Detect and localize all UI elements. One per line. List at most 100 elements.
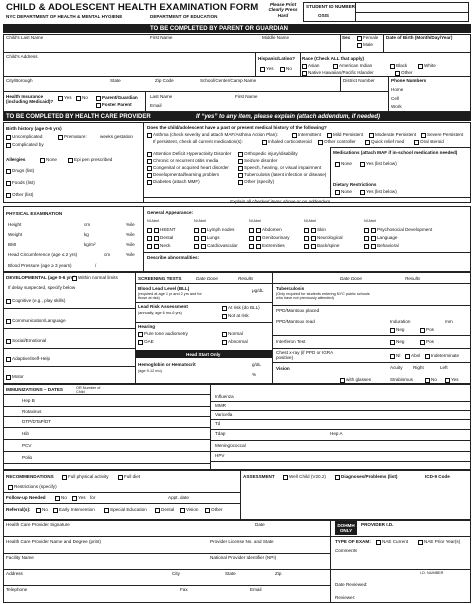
rule (3, 585, 330, 586)
field-label: PPD/Mantoux placed (276, 308, 320, 313)
field-label: Facility Name (6, 555, 34, 560)
field-heading: NYC DEPARTMENT OF HEALTH & MENTAL HYGIEN… (6, 14, 123, 19)
checkbox-option: Language (364, 235, 397, 241)
field-label: Work (391, 104, 402, 109)
checkbox-option: Yes (72, 495, 86, 501)
checkbox-option: Epi pen prescribed (68, 157, 112, 163)
checkbox-option: NAE Current (376, 539, 408, 545)
section-header: DOHMH ONLY (337, 523, 355, 534)
form-title: CHILD & ADOLESCENT HEALTH EXAMINATION FO… (6, 2, 259, 13)
checkbox-option: Vision (180, 507, 198, 513)
checkbox-option: Other (395, 70, 413, 76)
section-header: Head Start Only (186, 351, 221, 357)
section-frame (3, 34, 471, 112)
checkbox-option: Normal (222, 331, 243, 337)
rule (3, 348, 135, 349)
field-label: Height (8, 222, 22, 227)
field-label: Nl Abnl (147, 219, 160, 223)
rule (3, 91, 388, 92)
field-label: Nl Abnl (364, 219, 377, 223)
field-label: % (252, 372, 257, 377)
rule (330, 520, 331, 603)
section-frame (3, 470, 471, 520)
rule (340, 34, 341, 52)
field-heading: PHYSICAL EXAMINATION (6, 211, 63, 216)
checkbox-option: Communication/Language (6, 318, 66, 324)
field-heading: PROVIDER I.D. (361, 522, 394, 527)
rule (330, 147, 471, 148)
checkbox-option: Motor (6, 374, 24, 380)
checkbox-option: Foster Parent (96, 102, 132, 108)
field-label: Hep A (330, 431, 343, 436)
checkbox-option: Yes (445, 377, 459, 383)
checkbox-option: Social/Emotional (6, 338, 46, 344)
rule (3, 553, 330, 554)
rule (210, 440, 471, 441)
checkbox-option: No (425, 377, 437, 383)
checkbox-option: White (418, 63, 436, 69)
field-label: Email (150, 103, 162, 108)
checkbox-option: Early Intervention (53, 507, 95, 513)
field-label: (Only required for students entering NYC… (276, 292, 370, 301)
checkbox-option: Seizure disorder (238, 158, 277, 164)
checkbox-option: No (55, 495, 67, 501)
field-label: National Provider Identifier (NPI) (210, 555, 277, 560)
field-heading: Follow-up Needed (6, 495, 46, 500)
rule (3, 406, 210, 407)
field-label: Nl Abnl (249, 219, 262, 223)
rule (3, 439, 210, 440)
field-label: Rotavirus (22, 409, 42, 414)
checkbox-option: Neck (147, 243, 170, 249)
field-label: State (110, 78, 121, 83)
field-heading: General Appearance: (147, 210, 194, 215)
field-label: Appt. date (168, 495, 189, 500)
field-label: Date (255, 522, 265, 527)
checkbox-option: None (40, 157, 57, 163)
field-heading: Date of Birth (Month/Day/Year) (386, 35, 453, 40)
field-label: Date Done (340, 276, 362, 281)
checkbox-option: Yes (260, 66, 274, 72)
rule (255, 52, 256, 76)
field-label: Tdap (215, 431, 226, 436)
checkbox-option: Mild Persistent (327, 132, 363, 138)
field-label: Hib (22, 431, 29, 436)
field-heading: Hemoglobin or Hematocrit (138, 362, 196, 367)
checkbox-option: No (36, 507, 48, 513)
field-heading: Please Print Clearly Press Hard (268, 2, 298, 18)
field-label: Address (6, 571, 23, 576)
rule (145, 91, 146, 112)
rule (272, 305, 471, 306)
rule (210, 384, 211, 470)
rule (143, 252, 471, 253)
rule (210, 410, 471, 411)
field-label: Blood Pressure (age ≥ 3 years) (8, 263, 72, 268)
field-heading: OSIS (318, 13, 329, 18)
field-label: cm (84, 222, 91, 227)
field-label: District Number (343, 78, 375, 83)
checkbox-option: Congenital or acquired heart disorder (147, 165, 229, 171)
rule (388, 76, 389, 112)
checkbox-option: Developmental/learning problem (147, 172, 219, 178)
rule (3, 52, 471, 53)
rule (135, 283, 471, 284)
rule (3, 463, 210, 464)
field-label: If persistent, check all current medicat… (153, 139, 243, 144)
checkbox-option: Speech, hearing, or visual impairment (238, 165, 321, 171)
field-label: If delay suspected, specify below (8, 285, 76, 290)
field-heading: DEPARTMENT OF EDUCATION (150, 14, 218, 19)
checkbox-option: Nl (390, 353, 400, 359)
rule (3, 536, 471, 537)
checkbox-option: Other controller (318, 139, 356, 145)
checkbox-option: Lungs (194, 235, 220, 241)
checkbox-option: Other (list) (6, 192, 33, 198)
field-heading: ICD-9 Code (425, 474, 450, 479)
rule (210, 401, 471, 402)
checkbox-option: Asian (302, 63, 320, 69)
field-heading: Dietary Restrictions (333, 182, 377, 187)
checkbox-option: Cardiovascular (194, 243, 238, 249)
checkbox-option: Asthma (check severity and attach MAF/As… (147, 132, 278, 138)
rule (355, 12, 469, 13)
field-label: Telephone (6, 587, 28, 592)
field-label: for (90, 495, 96, 500)
rule (272, 362, 471, 363)
